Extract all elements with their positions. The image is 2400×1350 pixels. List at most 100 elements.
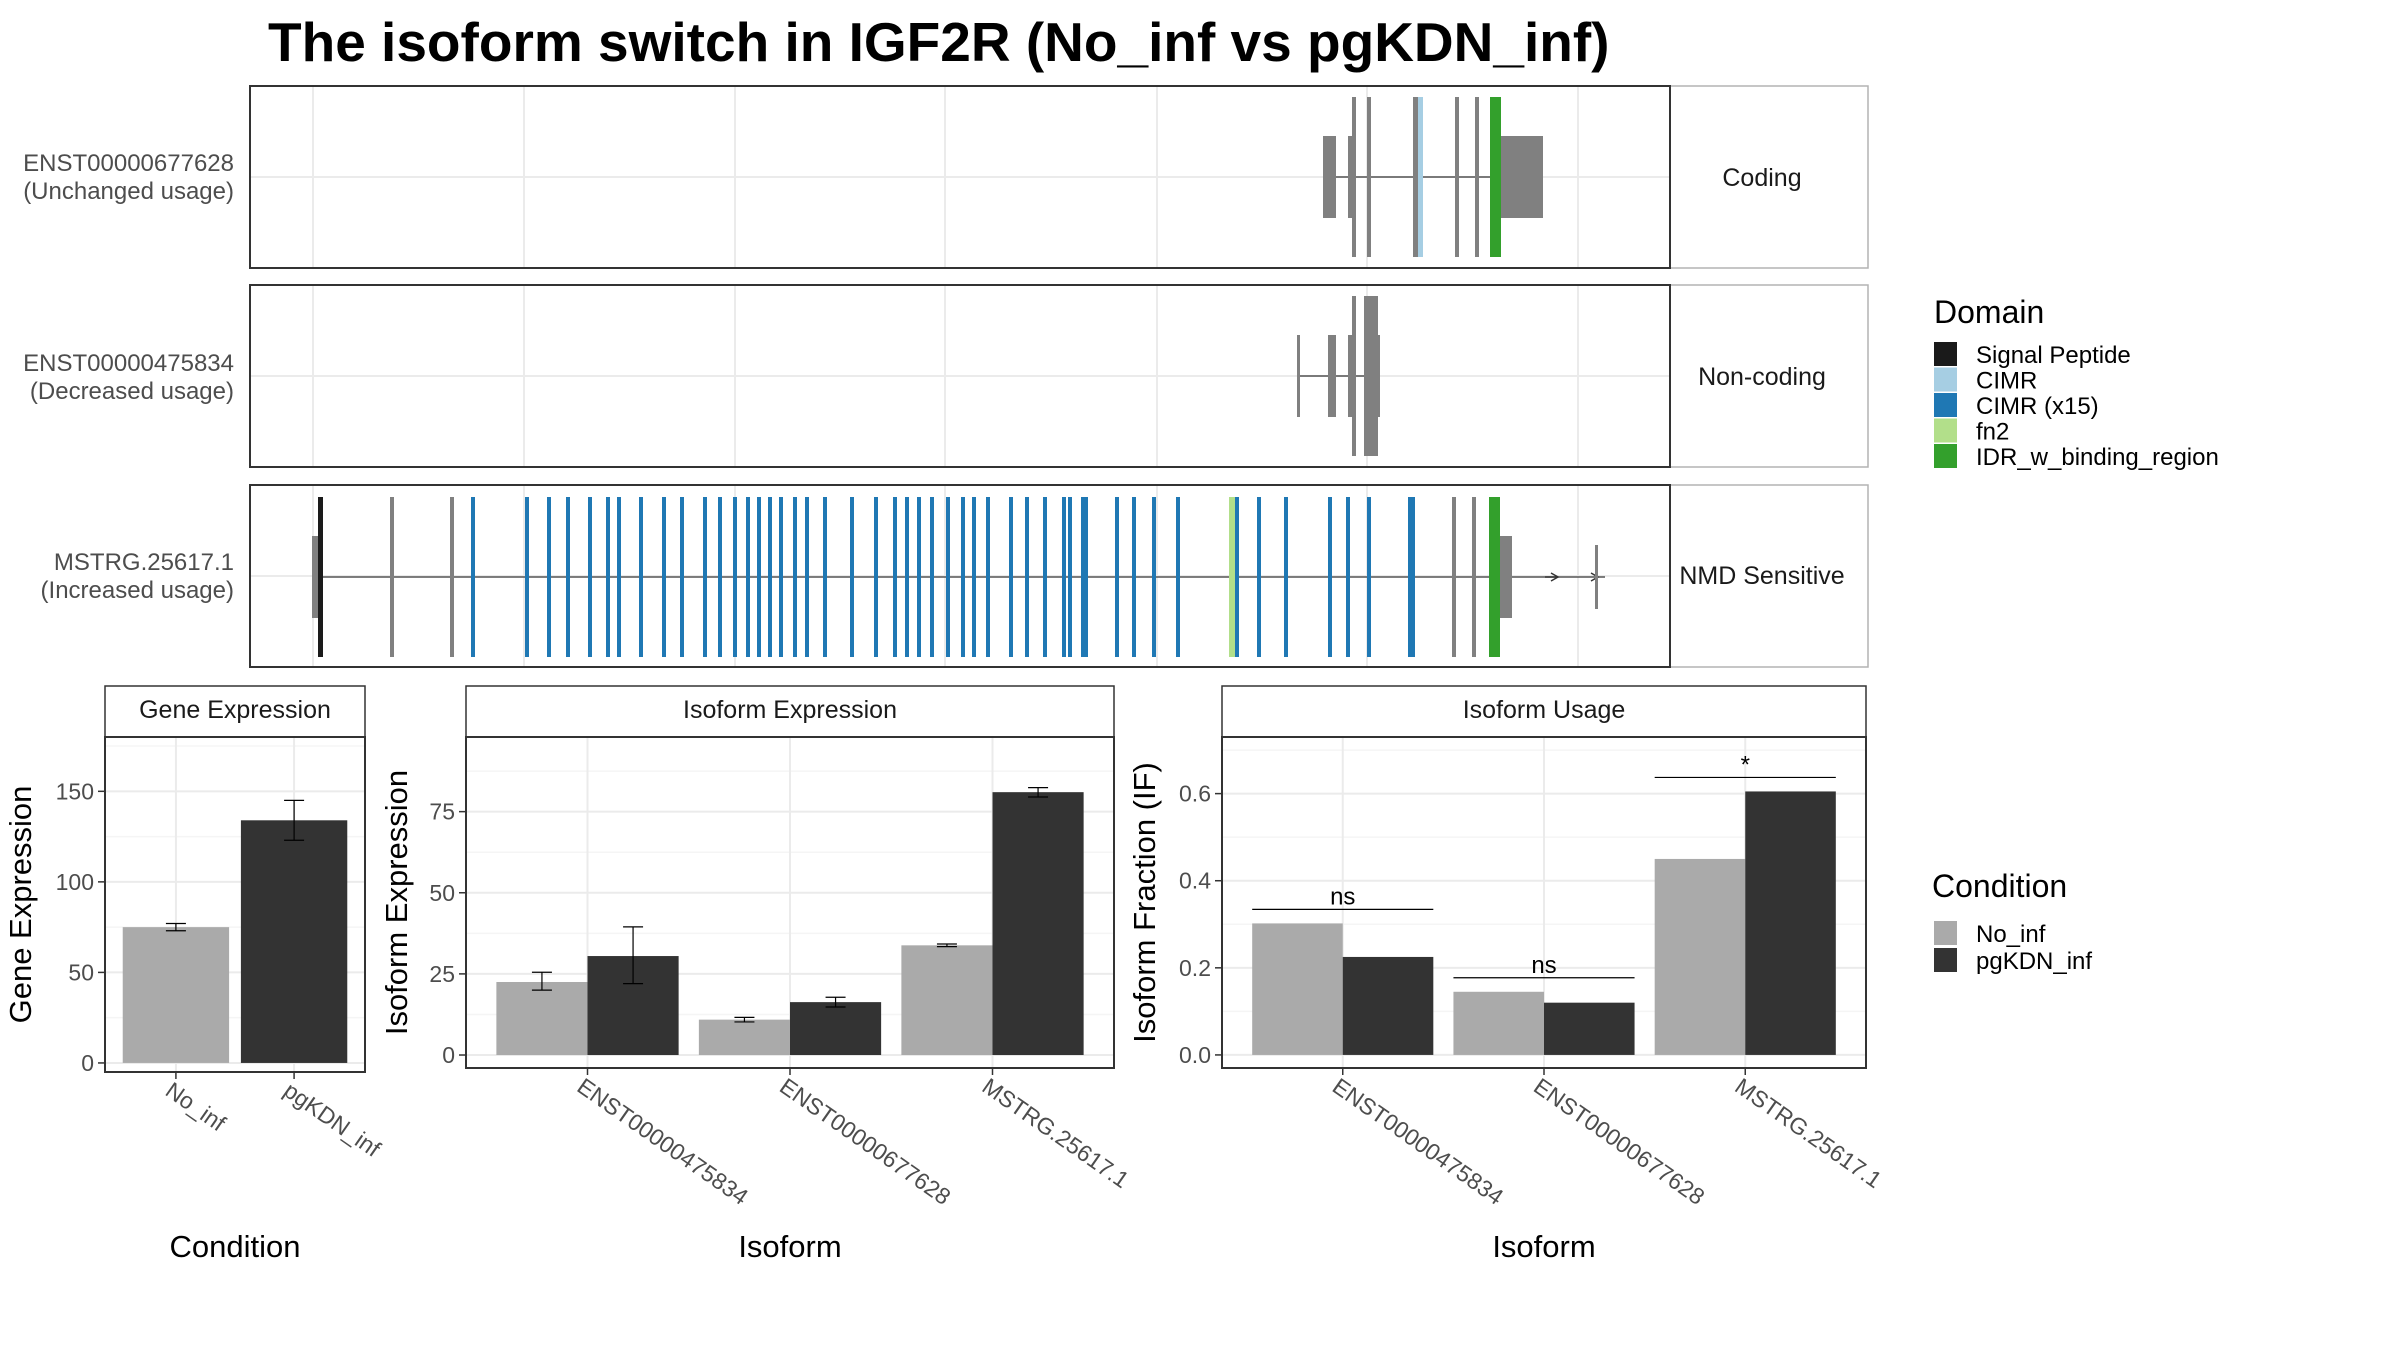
cimr-x15-domain	[733, 497, 737, 657]
y-tick-label: 0.4	[1179, 868, 1211, 894]
transcript-id-3: MSTRG.25617.1	[54, 549, 234, 576]
exon	[1452, 497, 1456, 657]
x-tick-label: ENST00000677628	[775, 1073, 955, 1210]
panel-strip-label: Isoform Usage	[1463, 696, 1626, 724]
y-axis-title: Gene Expression	[3, 786, 38, 1024]
exon	[1372, 335, 1380, 417]
cimr-x15-domain	[1176, 497, 1180, 657]
exon	[1352, 296, 1356, 456]
cimr-x15-domain	[1328, 497, 1332, 657]
domain-legend-label: CIMR (x15)	[1976, 393, 2099, 420]
cimr-x15-domain	[874, 497, 878, 657]
transcript-row-3: MSTRG.25617.1 (Increased usage) NMD Sens…	[41, 549, 1845, 604]
x-axis-title: Isoform	[738, 1229, 841, 1264]
x-axis-title: Isoform	[1492, 1229, 1595, 1264]
isoform-expression-panel: Isoform Expression 0 25 50 75 ENST00000475834…	[379, 685, 1134, 1264]
x-tick-label: No_inf	[161, 1077, 231, 1137]
cimr-x15-domain	[1009, 497, 1013, 657]
y-tick-label: 75	[429, 799, 455, 825]
panel-border	[249, 284, 1671, 468]
y-tick-label: 0.0	[1179, 1042, 1211, 1068]
y-tick-label: 0	[442, 1042, 455, 1068]
category-strip	[1669, 85, 1869, 269]
cimr-x15-domain	[718, 497, 722, 657]
cimr-x15-domain	[617, 497, 621, 657]
cimr-x15-domain	[850, 497, 854, 657]
transcript-row-2: ENST00000475834 (Decreased usage) Non-co…	[23, 350, 1826, 405]
utr-exon	[1501, 136, 1543, 218]
cimr-x15-domain	[1408, 497, 1412, 657]
cimr-x15-domain	[1411, 497, 1415, 657]
cimr-x15-domain	[1084, 497, 1088, 657]
cimr-x15-domain	[1068, 497, 1072, 657]
figure-title: The isoform switch in IGF2R (No_inf vs p…	[268, 11, 1609, 73]
bar	[1453, 991, 1544, 1055]
panel-strip	[104, 685, 366, 738]
cimr-domain	[1418, 97, 1423, 257]
cimr-x15-domain	[793, 497, 797, 657]
cimr-x15-domain	[547, 497, 551, 657]
condition-legend-key	[1934, 921, 1957, 945]
domain-legend-title: Domain	[1934, 294, 2044, 330]
cimr-x15-domain	[1346, 497, 1350, 657]
panel-border	[249, 85, 1671, 269]
transcript-model-2	[1297, 296, 1380, 456]
isoform-structure-panels: ENST00000677628 (Unchanged usage) Coding…	[23, 85, 1869, 668]
exon	[1348, 136, 1353, 218]
utr-exon	[1595, 545, 1598, 609]
y-axis-title: Isoform Expression	[379, 770, 414, 1035]
plot-border	[104, 736, 366, 1073]
cimr-x15-domain	[471, 497, 475, 657]
x-tick-label: MSTRG.25617.1	[978, 1073, 1134, 1193]
cimr-x15-domain	[917, 497, 921, 657]
cimr-x15-domain	[1081, 497, 1085, 657]
domain-legend-label: CIMR	[1976, 368, 2037, 395]
cimr-x15-domain	[972, 497, 976, 657]
bar	[496, 982, 588, 1056]
bar	[790, 1002, 882, 1056]
cimr-x15-domain	[566, 497, 570, 657]
cimr-x15-domain	[1043, 497, 1047, 657]
gene-expression-panel: Gene Expression 0 50 100 150 No_inf pgKDN_inf C…	[3, 685, 386, 1264]
condition-legend-label: No_inf	[1976, 921, 2046, 948]
transcript-category-2: Non-coding	[1698, 363, 1826, 391]
cimr-x15-domain	[757, 497, 761, 657]
y-tick-label: 50	[429, 880, 455, 906]
bar	[992, 792, 1084, 1056]
y-tick-label: 25	[429, 961, 455, 987]
structure-panel-1	[249, 85, 1869, 269]
domain-legend-key	[1934, 342, 1957, 366]
cimr-x15-domain	[986, 497, 990, 657]
cimr-x15-domain	[961, 497, 965, 657]
domain-legend-label: Signal Peptide	[1976, 342, 2131, 369]
domain-legend-key	[1934, 444, 1957, 468]
cimr-x15-domain	[662, 497, 666, 657]
cimr-x15-domain	[1115, 497, 1119, 657]
bar	[1342, 956, 1434, 1055]
bar	[1252, 923, 1343, 1055]
utr-exon	[1500, 536, 1512, 618]
bar	[240, 820, 348, 1063]
exon	[1364, 296, 1370, 456]
bar	[901, 945, 993, 1056]
cimr-x15-domain	[746, 497, 750, 657]
transcript-id-2: ENST00000475834	[23, 350, 234, 377]
exon	[1413, 97, 1418, 257]
significance-label: *	[1741, 751, 1750, 778]
panel-strip-label: Isoform Expression	[683, 696, 897, 724]
domain-legend-key	[1934, 418, 1957, 443]
domain-legend-key	[1934, 393, 1957, 417]
cimr-x15-domain	[1132, 497, 1136, 657]
category-strip	[1669, 284, 1869, 468]
bar	[1654, 858, 1746, 1055]
exon	[1472, 497, 1476, 657]
cimr-x15-domain	[768, 497, 772, 657]
transcript-usage-3: (Increased usage)	[41, 577, 234, 604]
transcript-model-1	[1323, 97, 1543, 257]
y-tick-label: 150	[56, 778, 94, 804]
domain-legend-label: fn2	[1976, 419, 2009, 446]
condition-legend-key	[1934, 948, 1957, 972]
